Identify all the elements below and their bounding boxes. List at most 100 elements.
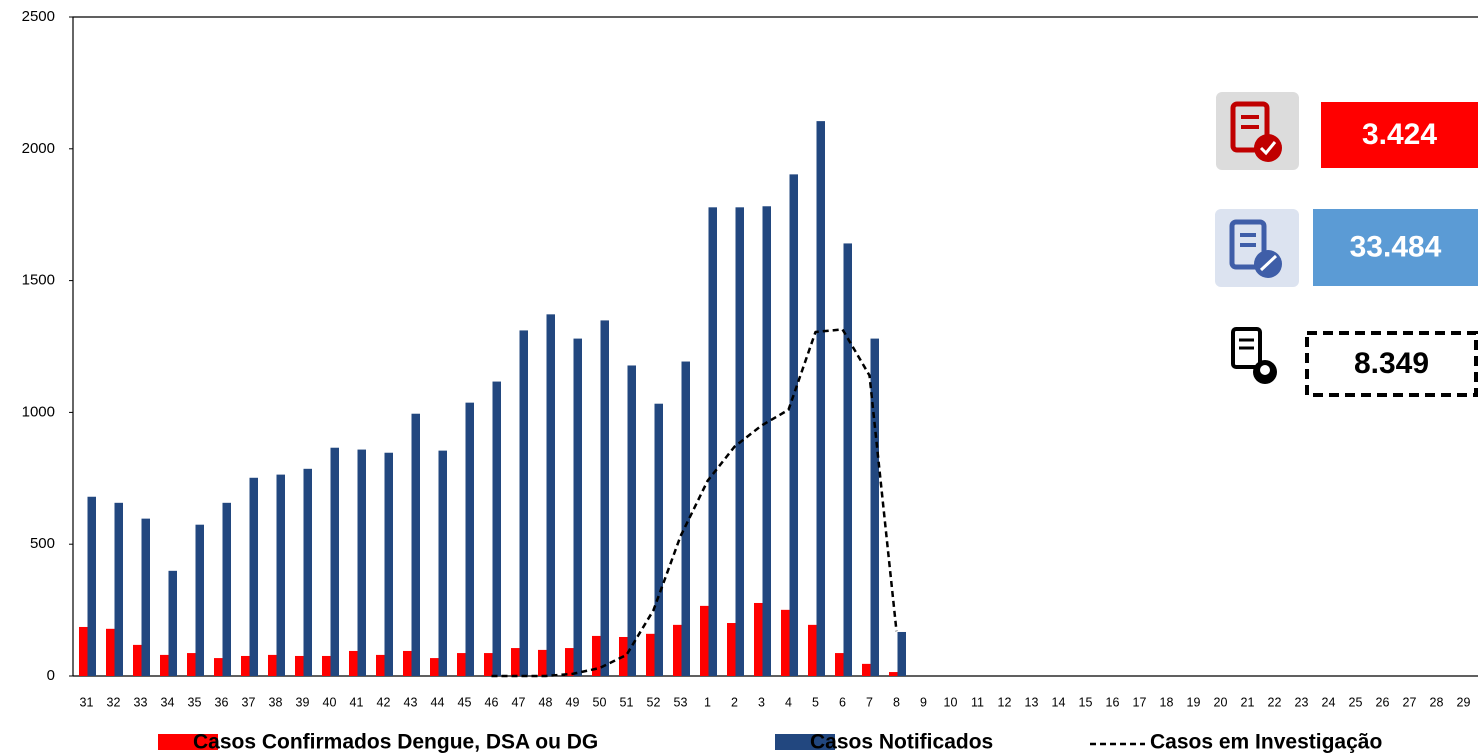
x-tick-label: 47 — [512, 695, 526, 709]
x-tick-label: 12 — [998, 695, 1012, 709]
x-tick-label: 17 — [1133, 695, 1147, 709]
bar — [484, 653, 493, 676]
bar — [592, 635, 601, 676]
bar — [681, 361, 690, 676]
investigation-icon — [1231, 327, 1277, 384]
bar — [708, 207, 717, 676]
legend-marker — [158, 734, 218, 750]
x-tick-label: 14 — [1052, 695, 1066, 709]
bar — [195, 524, 204, 676]
x-tick-label: 9 — [920, 695, 927, 709]
y-tick-label: 500 — [30, 535, 55, 552]
x-tick-label: 33 — [134, 695, 148, 709]
bar — [465, 402, 474, 676]
bar — [168, 570, 177, 676]
bar — [600, 320, 609, 676]
bar — [870, 338, 879, 676]
x-tick-label: 45 — [458, 695, 472, 709]
x-tick-label: 52 — [647, 695, 661, 709]
legend-label: Casos Notificados — [810, 731, 993, 754]
x-tick-label: 5 — [812, 695, 819, 709]
x-tick-label: 39 — [296, 695, 310, 709]
summary-box — [1313, 209, 1478, 286]
x-tick-label: 44 — [431, 695, 445, 709]
y-tick-label: 2000 — [22, 140, 55, 157]
x-tick-label: 11 — [971, 695, 984, 709]
summary-box — [1321, 102, 1478, 168]
x-tick-label: 38 — [269, 695, 283, 709]
bar — [214, 658, 223, 676]
bar — [808, 624, 817, 676]
x-tick-label: 20 — [1214, 695, 1228, 709]
bar — [754, 602, 763, 676]
x-tick-label: 37 — [242, 695, 256, 709]
bar — [673, 624, 682, 676]
summary-value: 33.484 — [1350, 230, 1442, 263]
x-tick-label: 29 — [1457, 695, 1471, 709]
bar — [492, 381, 501, 676]
confirmed-icon — [1216, 92, 1299, 170]
x-tick-label: 40 — [323, 695, 337, 709]
x-tick-label: 43 — [404, 695, 418, 709]
bar — [106, 628, 115, 676]
x-tick-label: 46 — [485, 695, 499, 709]
summary-value: 3.424 — [1362, 118, 1437, 151]
bar — [538, 649, 547, 676]
x-tick-label: 41 — [350, 695, 364, 709]
bar — [862, 663, 871, 676]
x-tick-label: 23 — [1295, 695, 1309, 709]
bar — [430, 658, 439, 676]
bar — [241, 655, 250, 676]
bar — [889, 672, 898, 676]
bar — [187, 653, 196, 676]
bar — [573, 338, 582, 676]
bar — [303, 468, 312, 676]
x-tick-label: 49 — [566, 695, 580, 709]
x-tick-label: 13 — [1025, 695, 1039, 709]
x-tick-label: 10 — [944, 695, 958, 709]
x-tick-label: 18 — [1160, 695, 1174, 709]
bar — [897, 631, 906, 676]
bar — [276, 474, 285, 676]
bar — [457, 653, 466, 676]
legend-marker — [775, 734, 835, 750]
line — [491, 328, 898, 678]
bar — [160, 654, 169, 676]
bar — [546, 314, 555, 676]
bar — [816, 121, 825, 676]
x-tick-label: 3 — [758, 695, 765, 709]
x-tick-label: 28 — [1430, 695, 1444, 709]
bar — [249, 477, 258, 676]
bar — [411, 413, 420, 676]
x-tick-label: 31 — [80, 695, 94, 709]
bar — [330, 447, 339, 676]
x-tick-label: 42 — [377, 695, 391, 709]
bar — [376, 654, 385, 676]
y-tick-label: 0 — [47, 667, 55, 684]
x-tick-label: 51 — [620, 695, 634, 709]
bar — [222, 502, 231, 676]
x-tick-label: 34 — [161, 695, 175, 709]
bar — [322, 655, 331, 676]
x-tick-label: 26 — [1376, 695, 1390, 709]
bar — [511, 648, 520, 676]
y-tick-label: 1000 — [22, 403, 55, 420]
bar — [565, 648, 574, 676]
legend-label: Casos Confirmados Dengue, DSA ou DG — [193, 731, 598, 754]
bar — [295, 655, 304, 676]
bar — [87, 496, 96, 676]
x-tick-label: 19 — [1187, 695, 1201, 709]
bar — [700, 605, 709, 676]
legend-label: Casos em Investigação — [1150, 731, 1382, 754]
x-tick-label: 32 — [107, 695, 121, 709]
bar — [646, 633, 655, 676]
bar — [762, 206, 771, 676]
bar — [727, 623, 736, 676]
x-tick-label: 21 — [1241, 695, 1255, 709]
bar — [843, 243, 852, 676]
x-tick-label: 50 — [593, 695, 607, 709]
bar — [835, 653, 844, 676]
bar — [133, 644, 142, 676]
bar — [789, 174, 798, 676]
